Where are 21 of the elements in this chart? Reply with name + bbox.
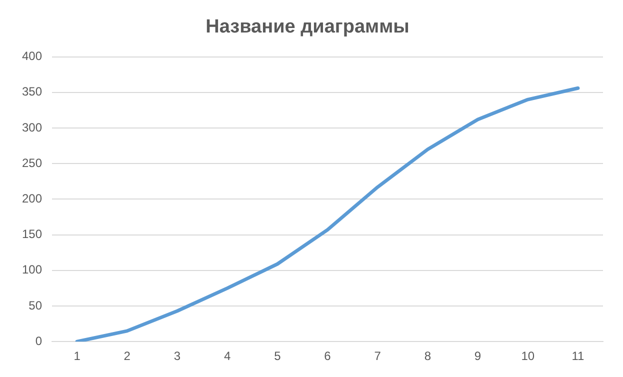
chart-title: Название диаграммы (206, 16, 410, 38)
y-tick-label: 400 (22, 49, 42, 64)
x-tick-label: 4 (224, 349, 231, 364)
y-tick-label: 350 (22, 84, 42, 99)
y-tick-label: 250 (22, 156, 42, 170)
x-tick-label: 8 (424, 349, 432, 364)
y-tick-label: 200 (22, 192, 42, 206)
x-tick-label: 2 (124, 349, 131, 364)
x-tick-label: 3 (174, 349, 181, 364)
x-tick-label: 7 (374, 349, 382, 364)
y-tick-label: 50 (28, 298, 42, 312)
y-tick-label: 100 (22, 262, 42, 277)
x-tick-label: 11 (572, 349, 585, 364)
x-tick-label: 1 (74, 349, 81, 364)
x-tick-label: 6 (324, 349, 332, 364)
y-tick-label: 150 (22, 227, 42, 242)
x-tick-label: 5 (274, 349, 282, 364)
x-tick-label: 10 (521, 349, 535, 364)
x-tick-label: 9 (474, 349, 482, 364)
y-tick-label: 300 (22, 120, 42, 134)
y-tick-label: 0 (35, 334, 42, 348)
